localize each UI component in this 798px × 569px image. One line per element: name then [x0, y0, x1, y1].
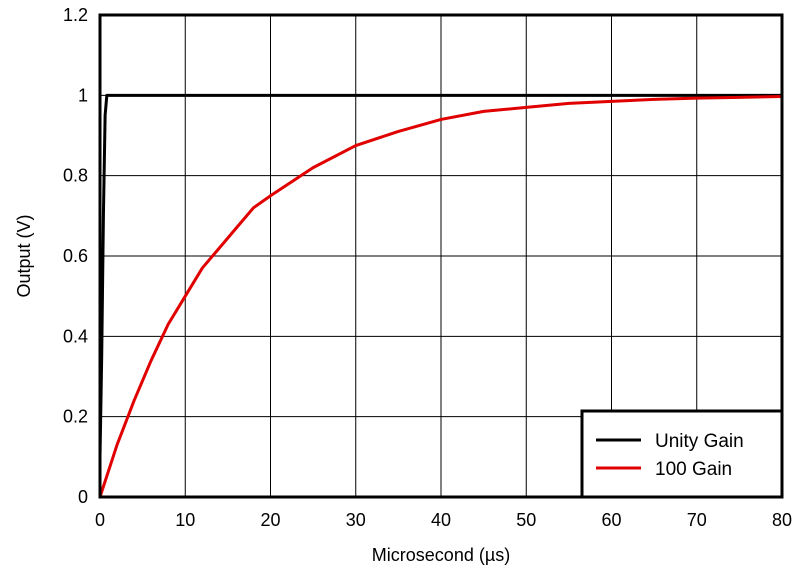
plot-frame [98, 13, 784, 499]
series-line-unity-gain [98, 93, 782, 457]
y-axis-label: Output (V) [14, 214, 34, 297]
x-tick-label-0: 0 [95, 510, 105, 530]
x-tick-label-2: 20 [260, 510, 280, 530]
y-tick-label-2: 0.4 [63, 326, 88, 346]
y-tick-label-4: 0.8 [63, 166, 88, 186]
series-layer [98, 93, 783, 498]
series-line-100-gain [98, 95, 783, 498]
y-tick-label-0: 0 [78, 487, 88, 507]
x-tick-label-4: 40 [431, 510, 451, 530]
legend-label-100-gain: 100 Gain [655, 459, 732, 480]
y-tick-label-1: 0.2 [63, 407, 88, 427]
legend: Unity Gain 100 Gain [580, 409, 784, 499]
y-tick-label-5: 1 [78, 85, 88, 105]
x-tick-label-5: 50 [516, 510, 536, 530]
y-tick-label-3: 0.6 [63, 246, 88, 266]
x-tick-label-7: 70 [687, 510, 707, 530]
y-tick-label-6: 1.2 [63, 5, 88, 25]
x-tick-label-6: 60 [601, 510, 621, 530]
x-tick-label-3: 30 [346, 510, 366, 530]
legend-box [580, 409, 784, 499]
x-tick-label-8: 80 [772, 510, 792, 530]
x-axis-label: Microsecond (µs) [372, 545, 510, 565]
y-tick-labels: 0 0.2 0.4 0.6 0.8 1 1.2 [63, 5, 88, 507]
x-tick-labels: 0 10 20 30 40 50 60 70 80 [95, 510, 792, 530]
x-tick-label-1: 10 [175, 510, 195, 530]
legend-label-unity-gain: Unity Gain [655, 431, 744, 452]
